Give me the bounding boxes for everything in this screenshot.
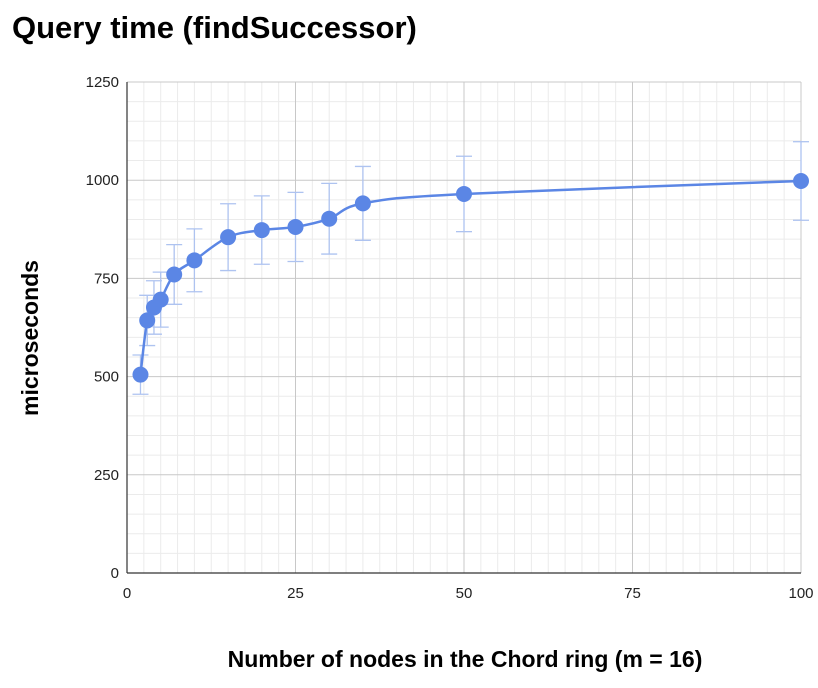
data-point [166, 266, 183, 283]
x-tick-label: 100 [788, 585, 813, 602]
y-tick-label: 250 [94, 467, 119, 484]
y-axis-title: microseconds [17, 260, 43, 416]
data-point [456, 185, 472, 202]
major-gridlines [127, 81, 802, 573]
x-tick-label: 75 [624, 585, 641, 602]
error-bars [132, 141, 809, 395]
y-tick-label: 750 [94, 270, 119, 287]
y-tick-label: 500 [94, 369, 119, 386]
data-points [132, 172, 809, 383]
x-tick-labels: 0 25 50 75 100 [123, 585, 814, 602]
data-point [287, 218, 304, 235]
y-tick-label: 0 [111, 565, 119, 582]
data-point [354, 195, 371, 212]
data-point [152, 291, 169, 308]
data-point [253, 222, 270, 239]
x-tick-label: 25 [287, 585, 304, 602]
data-point [321, 210, 338, 227]
chart-title: Query time (findSuccessor) [12, 10, 417, 45]
data-point [139, 312, 156, 329]
x-tick-label: 50 [456, 585, 473, 602]
data-point [220, 229, 237, 246]
data-point [132, 366, 149, 383]
x-tick-label: 0 [123, 585, 131, 602]
series-line [139, 179, 803, 376]
y-tick-label: 1000 [86, 172, 119, 189]
data-point [793, 172, 809, 189]
y-tick-label: 1250 [86, 74, 119, 91]
axes [126, 82, 801, 574]
x-axis-title: Number of nodes in the Chord ring (m = 1… [228, 646, 703, 672]
y-tick-labels: 0 250 500 750 1000 1250 [86, 74, 119, 582]
data-point [186, 252, 203, 269]
